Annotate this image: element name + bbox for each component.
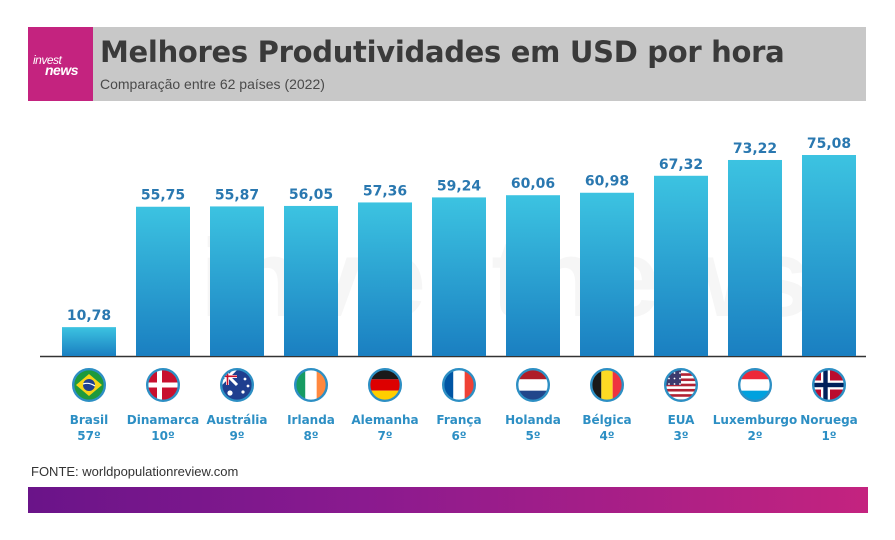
france-flag-icon: [442, 368, 477, 403]
country-label: Irlanda: [287, 413, 335, 427]
rank-label: 2º: [747, 429, 762, 443]
country-label: França: [436, 413, 481, 427]
rank-label: 4º: [599, 429, 614, 443]
value-label: 10,78: [67, 308, 111, 324]
rank-label: 8º: [303, 429, 318, 443]
country-label: Alemanha: [351, 413, 418, 427]
rank-label: 9º: [229, 429, 244, 443]
value-label: 75,08: [807, 136, 851, 152]
country-label: EUA: [668, 413, 696, 427]
rank-label: 6º: [451, 429, 466, 443]
rank-label: 1º: [821, 429, 836, 443]
netherlands-flag-icon: [516, 368, 551, 403]
rank-label: 57º: [77, 429, 101, 443]
country-label: Brasil: [70, 413, 109, 427]
denmark-flag-icon: [145, 368, 180, 403]
footer-gradient-bar: [28, 487, 868, 513]
value-label: 60,06: [511, 176, 555, 192]
rank-label: 10º: [151, 429, 175, 443]
norway-flag-icon: [812, 368, 847, 403]
source-note: FONTE: worldpopulationreview.com: [31, 464, 239, 479]
belgium-flag-icon: [590, 368, 625, 403]
usa-flag-icon: [664, 368, 699, 403]
country-label: Luxemburgo: [713, 413, 797, 427]
logo-text-news: news: [45, 62, 79, 78]
value-label: 55,87: [215, 187, 259, 203]
value-label: 67,32: [659, 157, 703, 173]
brazil-flag-icon: [71, 368, 106, 403]
bar-bélgica: [580, 192, 634, 356]
bar-frança: [432, 197, 486, 356]
investnews-logo: invest news: [28, 27, 93, 101]
bar-brasil: [62, 327, 116, 356]
chart-title: Melhores Produtividades em USD por hora: [100, 35, 785, 69]
value-label: 56,05: [289, 187, 333, 203]
country-label: Holanda: [505, 413, 561, 427]
value-label: 57,36: [363, 183, 407, 199]
value-label: 73,22: [733, 141, 777, 157]
chart-subtitle: Comparação entre 62 países (2022): [100, 76, 325, 92]
bar-noruega: [802, 155, 856, 356]
value-label: 59,24: [437, 178, 482, 194]
luxembourg-flag-icon: [738, 368, 773, 403]
bar-luxemburgo: [728, 159, 782, 356]
ireland-flag-icon: [294, 368, 329, 403]
bar-austrália: [210, 206, 264, 356]
australia-flag-icon: [219, 368, 254, 403]
country-label: Austrália: [206, 413, 267, 427]
country-label: Dinamarca: [127, 413, 199, 427]
bar-eua: [654, 175, 708, 356]
header-banner: invest news Melhores Produtividades em U…: [28, 27, 866, 101]
country-label: Noruega: [800, 413, 858, 427]
value-label: 55,75: [141, 188, 185, 204]
logo-text-invest: invest: [33, 53, 62, 67]
bar-holanda: [506, 195, 560, 356]
country-label: Bélgica: [582, 413, 631, 427]
value-label: 60,98: [585, 174, 629, 190]
bar-alemanha: [358, 202, 412, 356]
rank-label: 7º: [377, 429, 392, 443]
bar-dinamarca: [136, 206, 190, 356]
bar-irlanda: [284, 205, 338, 356]
germany-flag-icon: [368, 368, 403, 403]
rank-label: 5º: [525, 429, 540, 443]
rank-label: 3º: [673, 429, 688, 443]
